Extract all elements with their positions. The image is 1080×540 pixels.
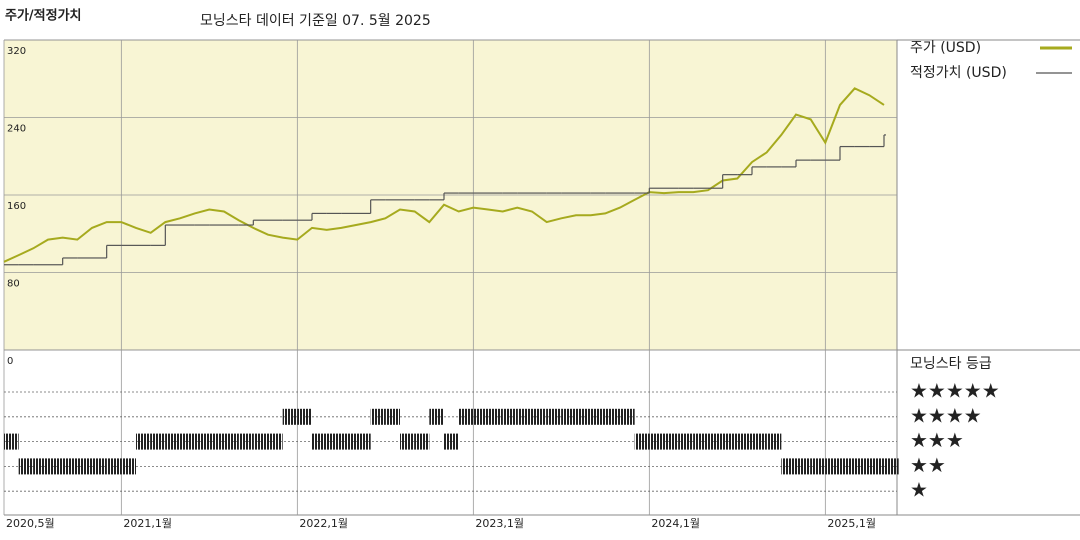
rating-title: 모닝스타 등급 bbox=[910, 356, 992, 372]
rating-bar bbox=[62, 458, 78, 475]
rating-bar bbox=[737, 433, 752, 450]
rating-bar bbox=[532, 408, 547, 425]
rating-bar bbox=[180, 433, 195, 450]
rating-bar bbox=[194, 433, 210, 450]
rating-bar bbox=[620, 408, 635, 425]
rating-bar bbox=[224, 433, 239, 450]
rating-bar bbox=[781, 458, 796, 475]
rating-bar bbox=[693, 433, 708, 450]
legend-label: 주가 (USD) bbox=[910, 40, 981, 56]
rating-bar bbox=[238, 433, 254, 450]
rating-bar bbox=[444, 433, 459, 450]
rating-bar bbox=[649, 433, 664, 450]
legend-label: 적정가치 (USD) bbox=[910, 65, 1007, 81]
rating-bar bbox=[708, 433, 723, 450]
rating-bar bbox=[825, 458, 840, 475]
chart-subtitle: 모닝스타 데이터 기준일 07. 5월 2025 bbox=[200, 13, 431, 29]
rating-bar bbox=[165, 433, 180, 450]
rating-bar bbox=[268, 433, 283, 450]
rating-bar bbox=[810, 458, 826, 475]
rating-bar bbox=[385, 408, 400, 425]
rating-bar bbox=[605, 408, 620, 425]
rating-bar bbox=[678, 433, 694, 450]
rating-bar bbox=[854, 458, 870, 475]
rating-bar bbox=[400, 433, 415, 450]
rating-legend-stars: ★★★★★ bbox=[910, 379, 1000, 403]
rating-bar bbox=[326, 433, 342, 450]
rating-bar bbox=[253, 433, 268, 450]
rating-bar bbox=[796, 458, 811, 475]
y-tick-label: 240 bbox=[7, 124, 26, 135]
rating-bar bbox=[884, 458, 899, 475]
rating-bar bbox=[458, 408, 474, 425]
x-tick-label: 2024,1월 bbox=[651, 517, 700, 530]
rating-bar bbox=[18, 458, 34, 475]
rating-bar bbox=[766, 433, 782, 450]
rating-bar bbox=[561, 408, 576, 425]
rating-bar bbox=[840, 458, 855, 475]
price-line bbox=[3, 87, 885, 263]
x-tick-label: 2021,1월 bbox=[123, 517, 172, 530]
rating-bar bbox=[341, 433, 356, 450]
rating-bar bbox=[546, 408, 562, 425]
x-tick-label: 2020,5월 bbox=[6, 517, 55, 530]
rating-bar bbox=[92, 458, 107, 475]
rating-bar bbox=[356, 433, 371, 450]
rating-bar bbox=[473, 408, 488, 425]
rating-bar bbox=[370, 408, 386, 425]
rating-bar bbox=[576, 408, 591, 425]
rating-legend-stars: ★★★ bbox=[910, 428, 964, 452]
rating-bar bbox=[282, 408, 298, 425]
rating-bar bbox=[429, 408, 444, 425]
y-tick-label: 160 bbox=[7, 201, 26, 212]
rating-bar bbox=[414, 433, 430, 450]
rating-bar bbox=[48, 458, 63, 475]
rating-bar bbox=[150, 433, 166, 450]
rating-legend-stars: ★ bbox=[910, 478, 928, 502]
y-tick-label: 320 bbox=[7, 46, 26, 57]
rating-bar bbox=[488, 408, 503, 425]
rating-legend-stars: ★★ bbox=[910, 453, 946, 477]
chart-title: 주가/적정가치 bbox=[5, 8, 82, 24]
rating-bar bbox=[502, 408, 518, 425]
x-tick-label: 2023,1월 bbox=[475, 517, 524, 530]
rating-bar bbox=[77, 458, 92, 475]
rating-bar bbox=[121, 458, 136, 475]
rating-bar bbox=[752, 433, 767, 450]
rating-legend-stars: ★★★★ bbox=[910, 403, 982, 427]
rating-bar bbox=[297, 408, 312, 425]
x-tick-label: 2025,1월 bbox=[827, 517, 876, 530]
rating-bar bbox=[33, 458, 48, 475]
rating-bar bbox=[869, 458, 884, 475]
y-tick-label: 0 bbox=[7, 356, 13, 367]
y-tick-label: 80 bbox=[7, 279, 20, 290]
rating-bar bbox=[634, 433, 650, 450]
rating-bar bbox=[4, 433, 19, 450]
rating-bar bbox=[517, 408, 532, 425]
rating-bar bbox=[590, 408, 606, 425]
rating-bar bbox=[664, 433, 679, 450]
rating-bar bbox=[136, 433, 151, 450]
x-tick-label: 2022,1월 bbox=[299, 517, 348, 530]
rating-bar bbox=[209, 433, 224, 450]
rating-bar bbox=[312, 433, 327, 450]
rating-bar bbox=[106, 458, 122, 475]
rating-bar bbox=[722, 433, 738, 450]
